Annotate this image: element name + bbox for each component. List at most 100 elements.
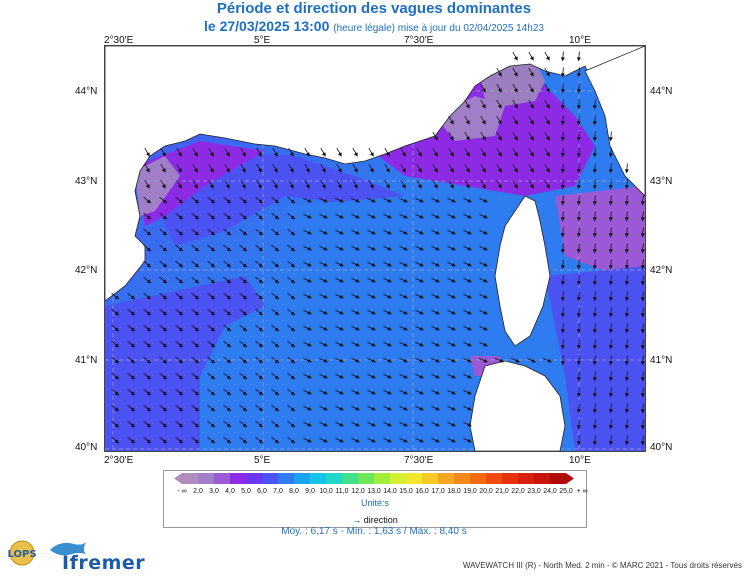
direction-arrow-head [355,390,360,395]
direction-arrow-icon: → [352,515,362,525]
colorbar-tick-label: 8,0 [289,488,299,495]
direction-arrow-head [467,230,472,235]
direction-arrow-head [225,152,230,157]
direction-arrow-head [258,263,264,268]
colorbar-tick-label: 17,0 [431,488,445,495]
direction-arrow-head [403,326,408,331]
direction-arrow-head [467,358,472,363]
direction-arrow-head [592,185,597,190]
direction-arrow-head [592,249,597,254]
direction-arrow-head [371,438,376,443]
direction-arrow-head [387,342,392,347]
direction-arrow-head [515,358,520,363]
direction-arrow-head [323,438,328,443]
colorbar-swatch [326,473,342,484]
direction-arrow-head [465,120,470,125]
direction-arrow-head [592,201,597,206]
lon-label-bottom-1: 2°30'E [104,455,134,466]
direction-arrow-head [355,294,360,299]
direction-arrow-head [162,439,168,444]
direction-arrow-head [608,217,613,222]
direction-arrow-head [560,185,565,190]
direction-label: direction [363,515,398,525]
direction-arrow-head [323,390,328,395]
direction-arrow-head [194,439,200,444]
direction-arrow-head [241,168,246,173]
direction-arrow-head [371,198,376,203]
direction-arrow-head [592,377,597,382]
wave-period-map[interactable] [104,45,646,452]
direction-arrow-head [226,439,232,444]
direction-arrow-head [371,406,376,411]
lat-label-right-43: 43°N [650,176,673,187]
direction-arrow-head [162,231,168,236]
direction-arrow-head [305,184,310,189]
direction-arrow-head [194,279,200,284]
direction-arrow-head [608,361,613,366]
direction-arrow-head [146,231,152,236]
ifremer-logo: Ifremer [62,552,146,574]
colorbar-tick-label: 12,0 [351,488,365,495]
direction-arrow-head [337,184,342,189]
land [105,46,645,451]
direction-arrow-head [497,168,502,173]
sea-zone-dark-west [105,276,265,451]
direction-arrow-head [640,313,645,318]
direction-arrow-head [435,230,440,235]
direction-arrow-head [242,295,248,300]
direction-arrow-head [371,342,376,347]
direction-arrow-head [608,409,613,414]
direction-arrow-head [307,278,312,283]
direction-arrow-head [624,265,629,270]
colorbar-swatch [502,473,518,484]
direction-arrow-head [403,422,408,427]
direction-arrow-head [210,375,216,380]
direction-arrow-head [339,422,344,427]
direction-arrow-head [608,441,613,446]
direction-arrow-head [258,311,264,316]
direction-arrow-head [529,56,534,61]
direction-arrow-head [387,198,392,203]
colorbar-swatch [310,473,326,484]
direction-arrow-head [608,313,613,318]
direction-arrow-head [210,199,216,204]
direction-arrow-head [529,88,534,93]
direction-arrow-head [178,439,184,444]
direction-arrow-head [608,393,613,398]
direction-arrow-head [209,168,214,173]
direction-arrow-head [355,438,360,443]
direction-arrow-head [592,137,597,142]
direction-arrow-head [560,233,565,238]
direction-arrow-head [162,279,168,284]
direction-arrow-head [210,295,216,300]
direction-arrow-head [592,409,597,414]
graticule [105,46,645,451]
direction-arrow-head [624,169,629,174]
direction-arrow-head [401,152,406,157]
direction-arrow-head [305,168,310,173]
direction-arrow-head [258,199,264,204]
colorbar-tick-label: 24,0 [543,488,557,495]
direction-arrow-head [560,265,565,270]
direction-arrow-head [290,375,296,380]
lat-label-left-44: 44°N [75,86,98,97]
direction-arrow-head [242,327,248,332]
direction-arrow-head [339,358,344,363]
direction-arrow-head [114,407,120,412]
direction-arrow-head [467,390,472,395]
direction-arrow-head [467,294,472,299]
direction-arrow-head [513,168,518,173]
direction-arrow-head [323,262,328,267]
colorbar-swatch [550,473,566,484]
direction-arrow-head [419,342,424,347]
direction-arrow-head [146,279,152,284]
direction-arrows [111,51,645,446]
direction-arrow-head [323,310,328,315]
lat-label-right-40: 40°N [650,442,673,453]
direction-arrow-head [339,262,344,267]
direction-arrow-head [435,422,440,427]
direction-arrow-head [576,217,581,222]
direction-arrow-head [592,345,597,350]
direction-arrow-head [387,374,392,379]
direction-arrow-head [145,152,150,157]
